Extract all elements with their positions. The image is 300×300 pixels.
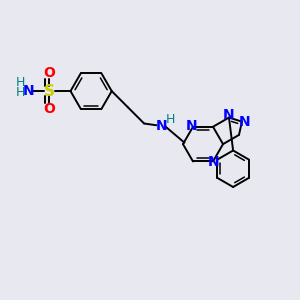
Text: S: S [44,84,55,99]
Text: H: H [165,113,175,127]
Text: O: O [44,66,55,80]
Text: N: N [238,115,250,129]
Text: O: O [44,102,55,116]
Text: N: N [223,108,235,122]
Text: H: H [16,86,26,99]
Text: N: N [208,155,219,169]
Text: H: H [16,76,26,89]
Text: N: N [22,84,34,98]
Text: N: N [156,119,168,134]
Text: N: N [186,119,197,133]
